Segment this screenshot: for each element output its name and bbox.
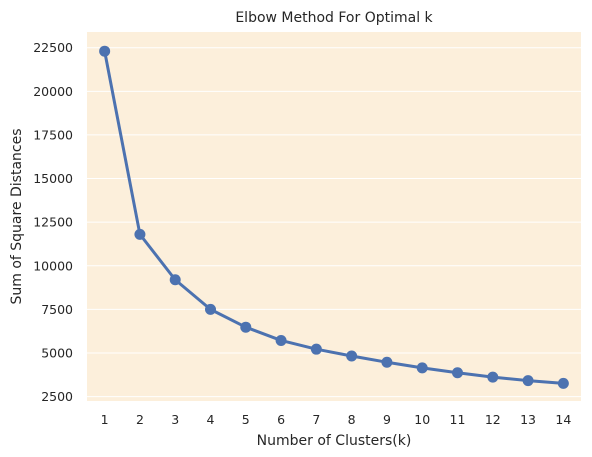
- x-tick-label: 5: [242, 412, 250, 427]
- data-point: [205, 303, 216, 315]
- y-tick-label: 17500: [33, 127, 73, 142]
- y-tick-label: 7500: [41, 302, 73, 317]
- data-point: [557, 377, 569, 389]
- data-point: [134, 228, 146, 240]
- grid-lines: [87, 47, 581, 398]
- data-point: [310, 343, 322, 355]
- y-axis-label: Sum of Square Distances: [9, 128, 25, 304]
- x-tick-label: 8: [348, 412, 356, 427]
- y-tick-label: 10000: [33, 258, 73, 273]
- data-point: [522, 375, 534, 387]
- x-tick-label: 6: [277, 412, 285, 427]
- data-point: [452, 367, 463, 379]
- x-tick-label: 13: [520, 412, 536, 427]
- data-point: [487, 371, 499, 383]
- y-tick-label: 2500: [41, 389, 73, 404]
- data-point: [99, 45, 111, 57]
- y-tick-label: 22500: [33, 40, 73, 55]
- x-tick-label: 1: [101, 412, 109, 427]
- x-tick-label: 10: [414, 412, 430, 427]
- series-line: [103, 49, 565, 385]
- data-point: [381, 356, 393, 368]
- chart-title: Elbow Method For Optimal k: [235, 10, 433, 26]
- x-tick-label: 3: [171, 412, 179, 427]
- x-tick-label: 7: [312, 412, 320, 427]
- y-tick-labels: 2500 5000 7500 10000 12500 15000 17500 20000 225…: [33, 40, 73, 404]
- data-point: [275, 334, 287, 346]
- x-tick-label: 2: [136, 412, 144, 427]
- x-tick-label: 14: [555, 412, 571, 427]
- y-tick-label: 20000: [33, 84, 73, 99]
- data-point: [169, 274, 181, 286]
- plot-background: [87, 32, 581, 401]
- y-tick-label: 15000: [33, 171, 73, 186]
- data-point: [346, 350, 358, 362]
- data-point: [416, 362, 428, 374]
- x-tick-label: 12: [485, 412, 501, 427]
- y-tick-label: 12500: [33, 215, 73, 230]
- x-tick-labels: 1 2 3 4 5 6 7 8 9 10 11 12 13 14: [101, 412, 572, 427]
- x-tick-label: 11: [450, 412, 466, 427]
- data-points: [99, 45, 569, 389]
- y-tick-label: 5000: [41, 346, 73, 361]
- data-point: [240, 321, 252, 333]
- x-axis-label: Number of Clusters(k): [257, 433, 412, 449]
- x-tick-label: 9: [383, 412, 391, 427]
- x-tick-label: 4: [207, 412, 215, 427]
